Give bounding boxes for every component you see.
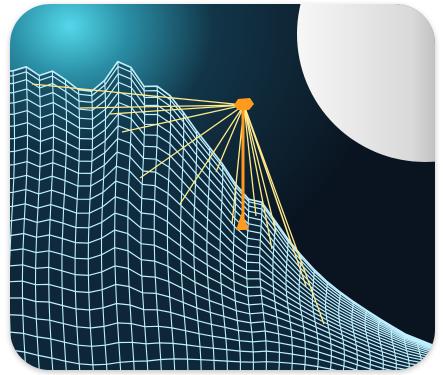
signal-beam: [139, 104, 245, 179]
terrain-grid-column: [21, 66, 29, 370]
hovering-probe: [234, 98, 254, 110]
terrain-grid-column: [285, 239, 293, 370]
terrain-grid-column: [351, 301, 358, 370]
signal-beam: [79, 104, 245, 109]
terrain-grid-column: [272, 220, 280, 370]
terrain-grid-column: [166, 95, 176, 370]
terrain-grid-column: [377, 318, 384, 370]
ground-marker: [236, 212, 249, 230]
terrain-grid-column: [100, 80, 108, 370]
terrain-grid-column: [48, 71, 55, 370]
moon: [297, 4, 435, 162]
terrain-grid-column: [417, 339, 423, 370]
terrain-grid-column: [390, 326, 397, 370]
terrain-grid-column: [34, 75, 42, 370]
terrain-grid-column: [206, 147, 215, 370]
terrain-grid-column: [153, 86, 162, 370]
terrain-grid-column: [324, 281, 332, 370]
terrain-grid-column: [61, 79, 68, 370]
terrain-grid-column: [259, 202, 267, 370]
signal-beam: [243, 104, 273, 250]
signal-beam: [243, 104, 325, 325]
signal-beam: [215, 104, 245, 173]
wireframe-terrain: [10, 60, 435, 370]
scene-canvas: [10, 4, 435, 370]
terrain-grid-column: [219, 163, 228, 370]
terrain-grid-column: [74, 89, 81, 370]
signal-beam: [243, 104, 277, 233]
terrain-grid-column: [364, 310, 371, 370]
illustration-tile: [10, 4, 435, 370]
signal-beam: [31, 83, 245, 106]
terrain-grid-column: [245, 199, 254, 370]
terrain-grid-column: [114, 61, 122, 370]
terrain-grid-column: [193, 130, 202, 370]
probe-stem: [241, 104, 245, 226]
signal-beam: [109, 104, 245, 115]
terrain-grid-column: [311, 269, 319, 370]
signal-beam: [121, 104, 245, 133]
terrain-grid-column: [298, 255, 306, 370]
terrain-grid-column: [87, 91, 94, 370]
terrain-grid-column: [430, 344, 435, 370]
terrain-grid-column: [404, 334, 410, 370]
terrain-grid-column: [10, 70, 16, 369]
signal-beam: [243, 104, 257, 217]
terrain-grid-column: [180, 112, 189, 370]
terrain-grid-column: [232, 184, 241, 370]
signal-beam: [179, 104, 245, 205]
signal-beams: [31, 83, 325, 325]
terrain-grid-column: [338, 292, 345, 370]
